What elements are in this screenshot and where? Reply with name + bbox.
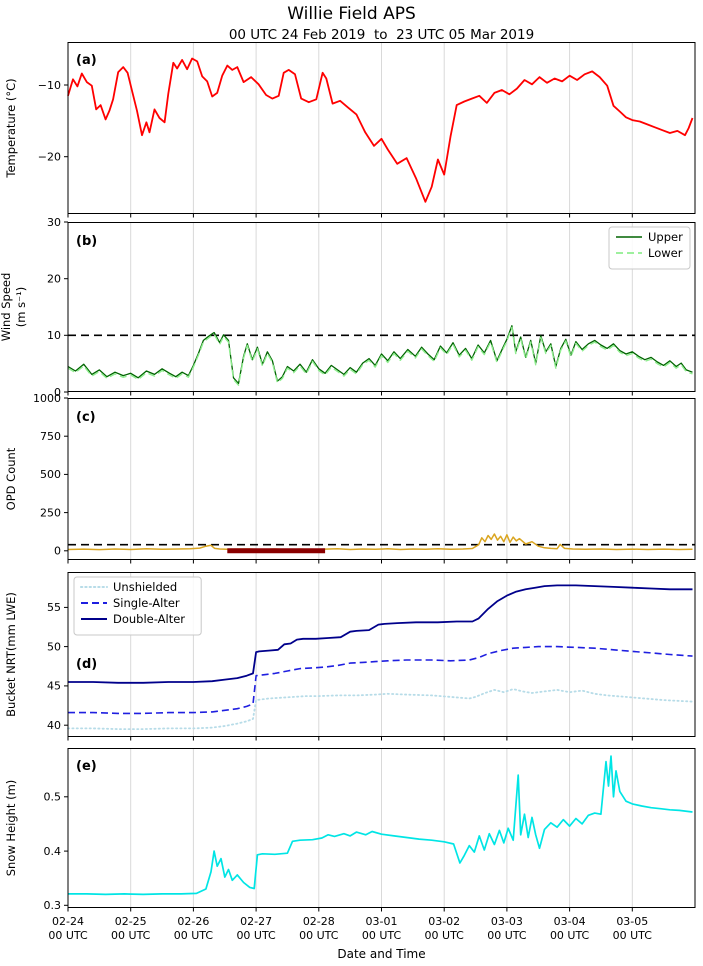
- svg-text:500: 500: [40, 468, 61, 481]
- svg-text:30: 30: [47, 216, 61, 229]
- svg-text:03-03: 03-03: [491, 915, 523, 928]
- chart-subtitle: 00 UTC 24 Feb 2019 to 23 UTC 05 Mar 2019: [228, 27, 535, 43]
- svg-text:00 UTC: 00 UTC: [174, 929, 214, 942]
- svg-text:Date and Time: Date and Time: [337, 947, 425, 961]
- svg-text:1000: 1000: [33, 392, 61, 405]
- svg-text:Lower: Lower: [648, 246, 683, 260]
- svg-text:00 UTC: 00 UTC: [236, 929, 276, 942]
- series-lower: [67, 326, 693, 386]
- svg-text:Wind Speed: Wind Speed: [0, 273, 13, 342]
- svg-text:Single-Alter: Single-Alter: [113, 596, 180, 610]
- svg-text:55: 55: [47, 601, 61, 614]
- svg-text:Upper: Upper: [648, 230, 683, 244]
- svg-text:(m s⁻¹): (m s⁻¹): [14, 287, 28, 328]
- svg-text:02-26: 02-26: [177, 915, 209, 928]
- svg-text:45: 45: [47, 680, 61, 693]
- svg-text:00 UTC: 00 UTC: [48, 929, 88, 942]
- svg-text:750: 750: [40, 430, 61, 443]
- svg-text:40: 40: [47, 719, 61, 732]
- svg-text:00 UTC: 00 UTC: [362, 929, 402, 942]
- svg-text:50: 50: [47, 640, 61, 653]
- svg-text:Temperature (°C): Temperature (°C): [4, 78, 18, 178]
- svg-text:10: 10: [47, 329, 61, 342]
- chart-title: Willie Field APS: [287, 4, 416, 24]
- svg-text:03-04: 03-04: [554, 915, 586, 928]
- svg-text:0.5: 0.5: [44, 791, 62, 804]
- svg-text:00 UTC: 00 UTC: [425, 929, 465, 942]
- svg-text:00 UTC: 00 UTC: [299, 929, 339, 942]
- panel-b-wind-speed-plot: 0 10 20 30 Wind Speed (m s⁻¹) (b) Upper Lower: [0, 216, 696, 399]
- svg-text:(a): (a): [76, 53, 97, 68]
- svg-text:Unshielded: Unshielded: [113, 580, 177, 594]
- series-upper: [67, 325, 693, 385]
- svg-text:OPD Count: OPD Count: [4, 447, 18, 510]
- svg-text:(c): (c): [76, 410, 96, 425]
- svg-text:20: 20: [47, 273, 61, 286]
- panel-a-temperature-plot: −20 −10 Temperature (°C) (a): [4, 42, 696, 218]
- svg-text:0: 0: [54, 545, 61, 558]
- svg-text:02-27: 02-27: [240, 915, 272, 928]
- series-double-alter: [68, 584, 693, 684]
- svg-text:250: 250: [40, 506, 61, 519]
- series-snow-height: [68, 755, 693, 896]
- panel-d-bucket-nrt-plot: 40 45 50 55 Bucket NRT(mm LWE) (d) Unshielded S…: [4, 572, 696, 741]
- series-temperature: [67, 57, 694, 203]
- svg-text:−10: −10: [38, 79, 61, 92]
- svg-text:Snow Height (m): Snow Height (m): [4, 780, 18, 877]
- svg-text:Double-Alter: Double-Alter: [113, 612, 185, 626]
- svg-text:Bucket NRT(mm LWE): Bucket NRT(mm LWE): [4, 592, 18, 717]
- svg-text:(b): (b): [76, 234, 97, 249]
- svg-text:03-05: 03-05: [616, 915, 648, 928]
- svg-text:03-01: 03-01: [366, 915, 398, 928]
- svg-text:03-02: 03-02: [428, 915, 460, 928]
- svg-text:00 UTC: 00 UTC: [550, 929, 590, 942]
- svg-text:00 UTC: 00 UTC: [613, 929, 653, 942]
- svg-text:0.4: 0.4: [44, 845, 62, 858]
- svg-text:02-28: 02-28: [303, 915, 335, 928]
- svg-text:−20: −20: [38, 151, 61, 164]
- svg-text:(e): (e): [76, 759, 97, 774]
- svg-text:02-25: 02-25: [115, 915, 147, 928]
- svg-text:0.3: 0.3: [44, 899, 62, 912]
- svg-text:0: 0: [54, 386, 61, 399]
- svg-text:00 UTC: 00 UTC: [487, 929, 527, 942]
- panel-c-opd-count-plot: 0 250 500 750 1000 OPD Count (c): [4, 392, 696, 564]
- series-single-alter: [68, 645, 693, 715]
- series-unshielded: [67, 688, 694, 730]
- svg-text:00 UTC: 00 UTC: [111, 929, 151, 942]
- svg-text:(d): (d): [76, 657, 97, 672]
- series-opd: [67, 533, 693, 551]
- svg-text:02-24: 02-24: [52, 915, 84, 928]
